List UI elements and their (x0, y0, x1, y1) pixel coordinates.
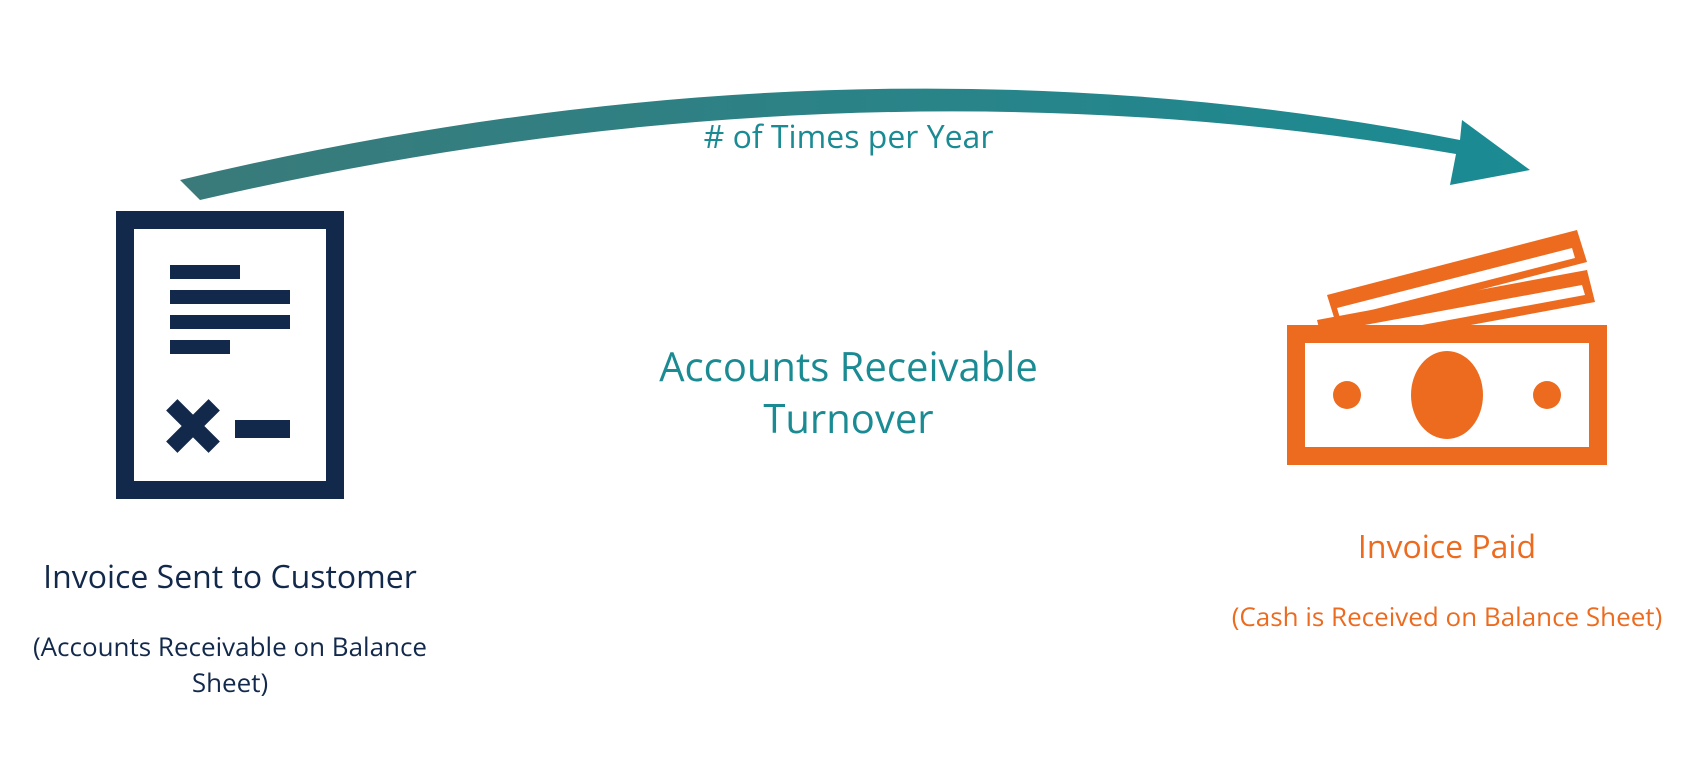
cash-stack-icon (1277, 210, 1617, 470)
invoice-sublabel: (Accounts Receivable on Balance Sheet) (0, 628, 460, 700)
invoice-block: Invoice Sent to Customer (Accounts Recei… (0, 210, 460, 700)
cash-block: Invoice Paid (Cash is Received on Balanc… (1197, 210, 1697, 634)
cash-sublabel: (Cash is Received on Balance Sheet) (1197, 598, 1697, 634)
invoice-icon (115, 210, 345, 500)
arrow-label: # of Times per Year (0, 115, 1697, 158)
invoice-label: Invoice Sent to Customer (0, 555, 460, 598)
cash-label: Invoice Paid (1197, 525, 1697, 568)
diagram-container: # of Times per Year Accounts Receivable … (0, 0, 1697, 778)
